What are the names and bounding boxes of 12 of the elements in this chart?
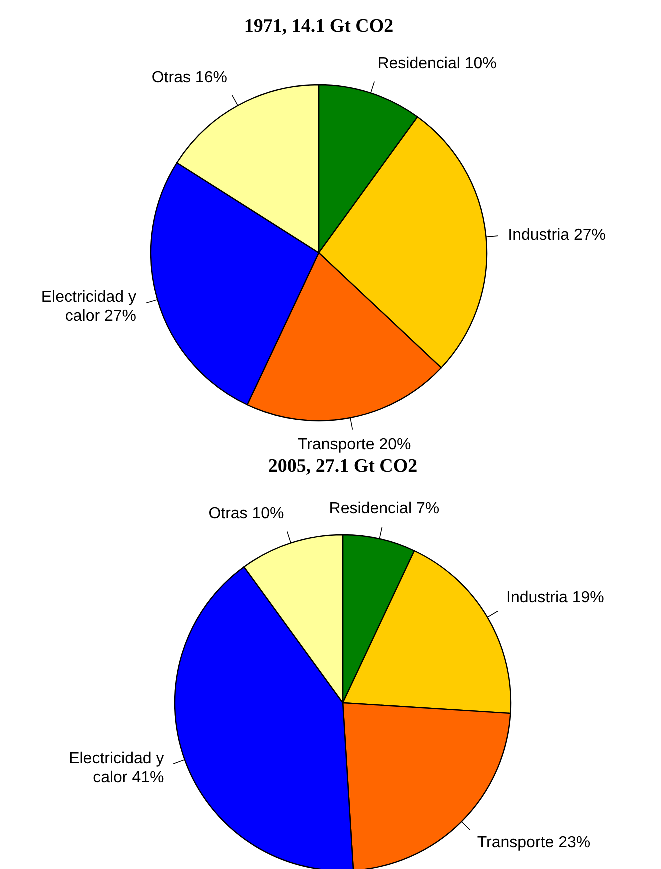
slice-label: Electricidad y calor 27% <box>41 289 137 326</box>
slice-label: Otras 10% <box>208 505 284 522</box>
slice-label: Electricidad y calor 41% <box>69 750 164 786</box>
slice-label: Industria 27% <box>508 227 606 244</box>
slice-label: Industria 19% <box>506 589 604 606</box>
slice-label: Transporte 23% <box>477 834 591 852</box>
slice-label: Residencial 7% <box>329 500 440 518</box>
slice-label: Transporte 20% <box>298 436 412 454</box>
slice-label: Otras 16% <box>152 70 228 86</box>
chart-title: 1971, 14.1 Gt CO2 <box>244 16 394 37</box>
chart-title: 2005, 27.1 Gt CO2 <box>268 456 418 477</box>
slice-label: Residencial 10% <box>378 55 497 72</box>
